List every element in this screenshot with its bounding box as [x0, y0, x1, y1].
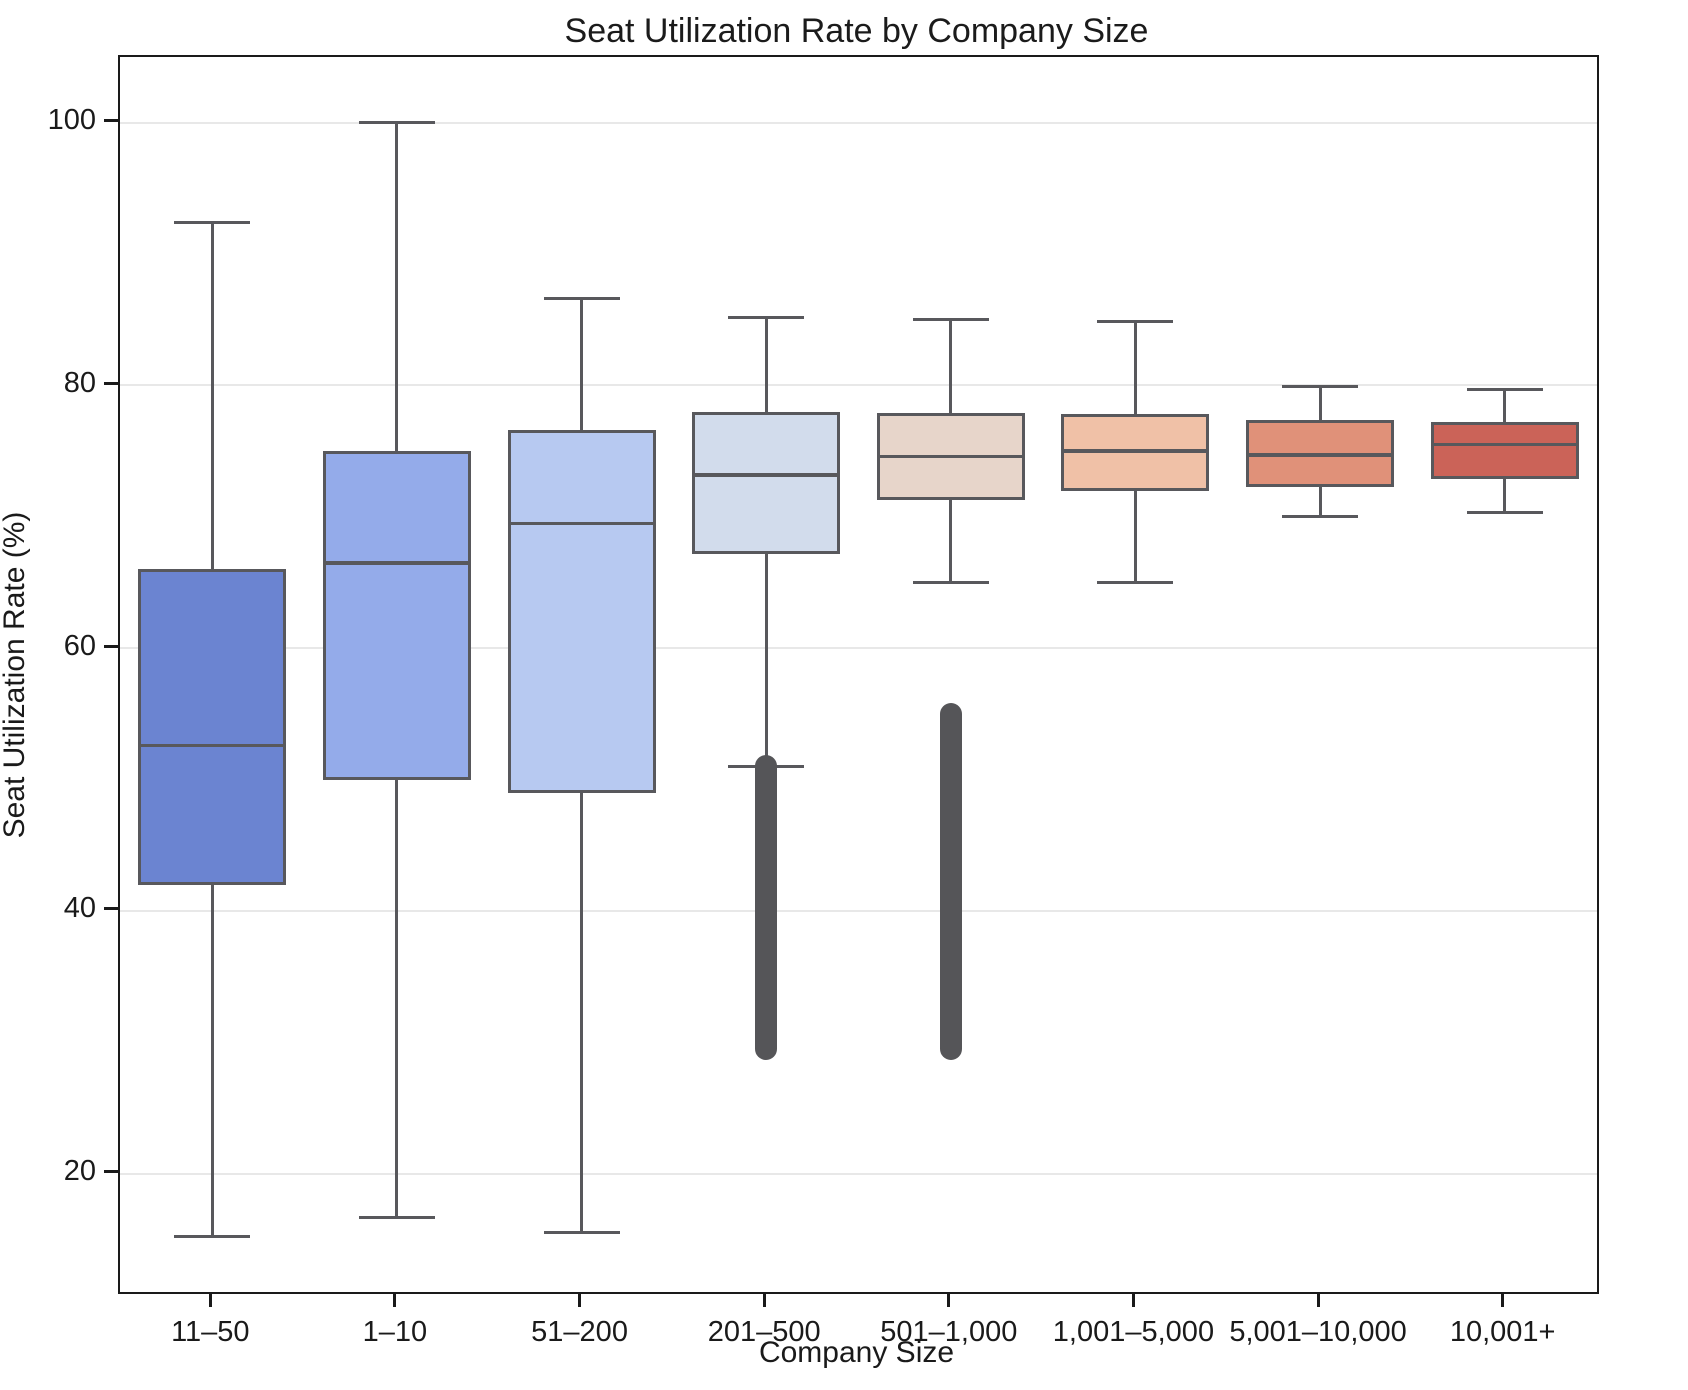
median-line: [141, 743, 284, 748]
y-tick-label: 100: [47, 104, 96, 137]
x-tick-mark: [578, 1292, 582, 1307]
y-tick-mark: [104, 644, 118, 648]
gridline: [120, 647, 1597, 650]
whisker-line: [1318, 486, 1322, 517]
x-tick-mark: [1501, 1292, 1505, 1307]
median-line: [1249, 453, 1392, 457]
whisker-line: [580, 792, 584, 1233]
y-tick-label: 60: [63, 629, 96, 662]
x-tick-label: 10,001+: [1449, 1316, 1556, 1348]
whisker-line: [210, 884, 214, 1237]
plot-area: [118, 55, 1599, 1294]
y-tick-mark: [104, 1170, 118, 1174]
x-tick-label: 1–10: [362, 1316, 428, 1348]
median-line: [1064, 449, 1207, 453]
whisker-line: [395, 122, 399, 452]
box-plot-box: [322, 451, 471, 780]
whisker-line: [1503, 389, 1507, 423]
whisker-cap: [358, 1215, 435, 1219]
x-tick-label: 5,001–10,000: [1229, 1316, 1407, 1348]
x-tick-label: 1,001–5,000: [1052, 1316, 1215, 1348]
whisker-cap: [174, 221, 251, 225]
x-tick-mark: [1316, 1292, 1320, 1307]
box-plot-box: [507, 430, 656, 793]
whisker-line: [949, 319, 953, 414]
median-line: [510, 521, 653, 526]
x-axis-label: Company Size: [758, 1336, 955, 1369]
whisker-cap: [1097, 581, 1174, 585]
y-tick-mark: [104, 119, 118, 123]
x-tick-label: 501–1,000: [880, 1316, 1018, 1348]
chart-title: Seat Utilization Rate by Company Size: [564, 12, 1149, 50]
gridline: [120, 1172, 1597, 1175]
gridline: [120, 384, 1597, 387]
whisker-cap: [543, 1231, 620, 1235]
median-line: [879, 454, 1022, 459]
whisker-cap: [912, 318, 989, 322]
x-tick-label: 11–50: [171, 1316, 250, 1348]
y-tick-label: 20: [63, 1155, 96, 1188]
whisker-line: [1318, 386, 1322, 420]
whisker-line: [580, 298, 584, 431]
x-tick-mark: [1131, 1292, 1135, 1307]
gridline: [120, 121, 1597, 124]
whisker-cap: [1097, 319, 1174, 323]
x-tick-mark: [762, 1292, 766, 1307]
x-tick-label: 51–200: [531, 1316, 628, 1348]
whisker-line: [764, 317, 768, 412]
outlier-column: [755, 755, 778, 1060]
gridline: [120, 909, 1597, 912]
whisker-cap: [912, 581, 989, 585]
x-tick-mark: [947, 1292, 951, 1307]
whisker-line: [1133, 490, 1137, 583]
median-line: [695, 473, 838, 477]
x-tick-mark: [393, 1292, 397, 1307]
y-tick-label: 80: [63, 366, 96, 399]
whisker-cap: [543, 297, 620, 301]
whisker-cap: [1282, 515, 1359, 519]
whisker-cap: [174, 1235, 251, 1239]
box-plot-box: [692, 411, 841, 554]
x-tick-mark: [208, 1292, 212, 1307]
y-tick-mark: [104, 381, 118, 385]
y-tick-mark: [104, 907, 118, 911]
whisker-line: [210, 222, 214, 570]
whisker-cap: [1466, 387, 1543, 391]
median-line: [1433, 442, 1576, 447]
whisker-line: [1503, 478, 1507, 513]
x-tick-label: 201–500: [707, 1316, 821, 1348]
whisker-cap: [1466, 511, 1543, 515]
box-plot-box: [1430, 422, 1579, 479]
y-tick-label: 40: [63, 892, 96, 925]
whisker-cap: [358, 121, 435, 125]
whisker-line: [395, 779, 399, 1218]
box-plot-box: [138, 569, 287, 885]
whisker-line: [764, 553, 768, 767]
box-plot-box: [1246, 419, 1395, 487]
median-line: [325, 561, 468, 565]
whisker-line: [949, 499, 953, 583]
whisker-cap: [728, 315, 805, 319]
whisker-cap: [1282, 385, 1359, 389]
whisker-line: [1133, 321, 1137, 415]
outlier-column: [939, 702, 962, 1060]
